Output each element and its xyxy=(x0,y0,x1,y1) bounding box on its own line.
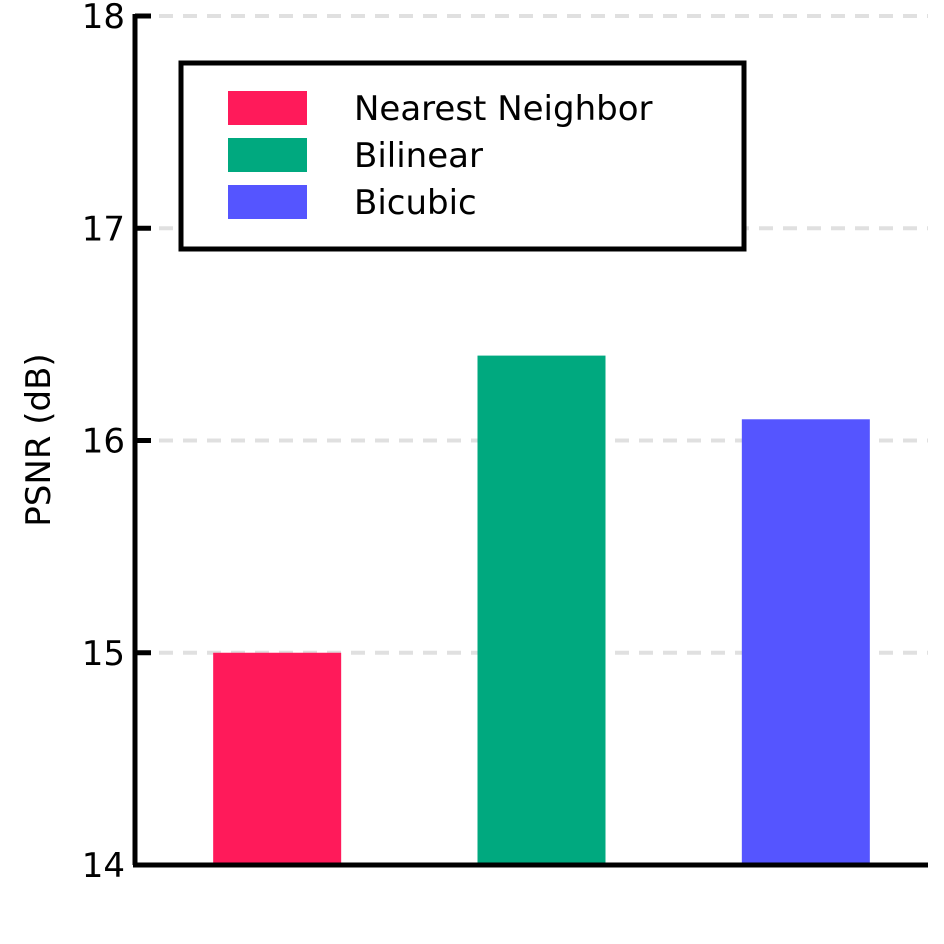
legend-swatch xyxy=(228,138,307,172)
y-tick-label: 16 xyxy=(82,422,125,462)
y-ticks: 14 15 16 17 18 xyxy=(82,0,151,886)
legend-label: Nearest Neighbor xyxy=(354,89,653,129)
y-tick-label: 18 xyxy=(82,0,125,37)
bar xyxy=(213,652,342,865)
legend-label: Bilinear xyxy=(354,136,483,176)
legend-swatch xyxy=(228,91,307,125)
y-tick-label: 15 xyxy=(82,634,125,674)
y-tick-label: 14 xyxy=(82,846,125,886)
bars xyxy=(213,355,870,865)
y-axis-title: PSNR (dB) xyxy=(19,353,59,526)
bar xyxy=(477,355,606,865)
legend-swatch xyxy=(228,185,307,219)
legend: Nearest Neighbor Bilinear Bicubic xyxy=(178,60,747,252)
bar xyxy=(741,419,870,865)
legend-label: Bicubic xyxy=(354,183,477,223)
y-tick-label: 17 xyxy=(82,209,125,249)
